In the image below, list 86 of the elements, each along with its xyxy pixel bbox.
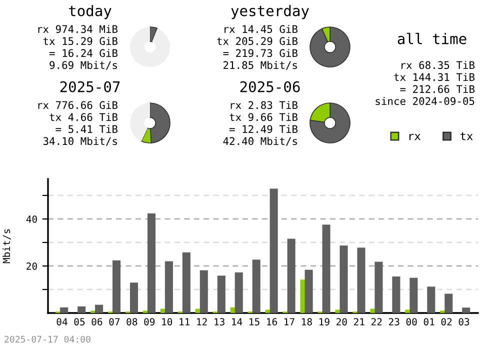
- chart-title: today: [68, 4, 112, 20]
- text: 9.69 Mbit/s: [50, 60, 117, 70]
- x-tick-label: 10: [162, 318, 172, 326]
- bar: [340, 246, 348, 313]
- bar: [217, 276, 226, 313]
- chart-title: 2025-06: [240, 81, 300, 92]
- bar: [287, 238, 296, 313]
- donut-slice: [130, 103, 150, 142]
- bar: [147, 213, 156, 313]
- bar: [335, 310, 340, 313]
- bar: [112, 260, 121, 313]
- x-tick-label: 07: [109, 318, 120, 326]
- bar: [164, 261, 173, 313]
- x-tick-label: 16: [267, 318, 277, 326]
- x-tick-label: 13: [214, 318, 224, 326]
- bar: [78, 306, 86, 313]
- text: 21.85 Mbit/s: [224, 60, 297, 70]
- bar: [95, 304, 104, 313]
- text: tx 4.66 TiB: [50, 112, 118, 122]
- text: rx 2.83 TiB: [230, 100, 298, 110]
- bar: [182, 252, 190, 313]
- x-tick-label: 19: [319, 318, 330, 326]
- x-tick-label: 15: [250, 318, 260, 326]
- bar: [357, 248, 366, 313]
- text: rx 974.34 MiB: [38, 24, 118, 34]
- x-tick-label: 23: [388, 318, 400, 326]
- text: since 2024-09-05: [376, 96, 474, 106]
- x-tick-label: 08: [126, 318, 138, 326]
- bar: [427, 286, 436, 313]
- bar: [200, 270, 208, 313]
- chart-title: yesterday: [231, 4, 309, 20]
- text: tx 144.31 TiB: [394, 72, 475, 82]
- text: rx 14.45 GiB: [224, 24, 298, 34]
- bar: [300, 280, 306, 313]
- text: = 12.49 TiB: [229, 124, 298, 134]
- x-tick-label: 04: [56, 318, 68, 326]
- text: = 212.66 TiB: [400, 84, 475, 94]
- x-tick-label: 11: [180, 318, 190, 326]
- text: = 16.24 GiB: [49, 48, 118, 58]
- text: = 219.73 GiB: [223, 48, 298, 58]
- bar: [410, 278, 418, 313]
- donut-slice: [310, 26, 350, 68]
- bar: [374, 262, 383, 313]
- bar: [322, 224, 330, 313]
- x-tick-label: 20: [336, 318, 347, 326]
- text: tx 9.66 TiB: [230, 112, 298, 122]
- chart-title: 2025-07: [60, 81, 120, 92]
- bar: [444, 294, 453, 313]
- x-tick-label: 05: [74, 318, 85, 326]
- x-tick-label: 09: [144, 318, 155, 326]
- text: 42.40 Mbit/s: [223, 136, 297, 146]
- bar: [265, 310, 271, 313]
- text: = 5.41 TiB: [56, 124, 118, 134]
- bar: [252, 260, 260, 313]
- bar: [392, 276, 400, 313]
- x-tick-label: 02: [441, 318, 452, 326]
- x-tick-label: 17: [284, 318, 294, 326]
- y-tick-label: 40: [26, 215, 37, 223]
- bar: [234, 272, 243, 313]
- x-tick-label: 03: [458, 318, 470, 326]
- x-tick-label: 21: [354, 318, 364, 326]
- bar: [60, 307, 68, 313]
- text: all time: [398, 32, 466, 44]
- x-tick-label: 14: [232, 318, 242, 326]
- bar: [304, 270, 313, 313]
- text: tx 15.29 GiB: [43, 36, 118, 46]
- donut-slice: [310, 102, 350, 144]
- bar: [270, 188, 278, 313]
- x-tick-label: 00: [406, 318, 417, 326]
- x-tick-label: 12: [197, 318, 207, 326]
- text: rx 68.35 TiB: [402, 60, 475, 70]
- legend-label: tx: [460, 132, 473, 140]
- bar: [130, 282, 138, 313]
- x-tick-label: 06: [92, 318, 102, 326]
- text: rx 776.66 GiB: [38, 100, 118, 110]
- bar: [462, 308, 470, 313]
- x-tick-label: 01: [424, 318, 434, 326]
- text: tx 205.29 GiB: [217, 36, 298, 46]
- legend-label: rx: [409, 134, 420, 140]
- y-axis-title: Mbit/s: [2, 229, 11, 264]
- x-tick-label: 22: [371, 318, 382, 326]
- x-tick-label: 18: [302, 318, 312, 326]
- text: 34.10 Mbit/s: [43, 136, 117, 146]
- donut-slice: [130, 27, 170, 67]
- text: 2025-07-17 04:00: [4, 336, 90, 343]
- bar: [405, 310, 410, 313]
